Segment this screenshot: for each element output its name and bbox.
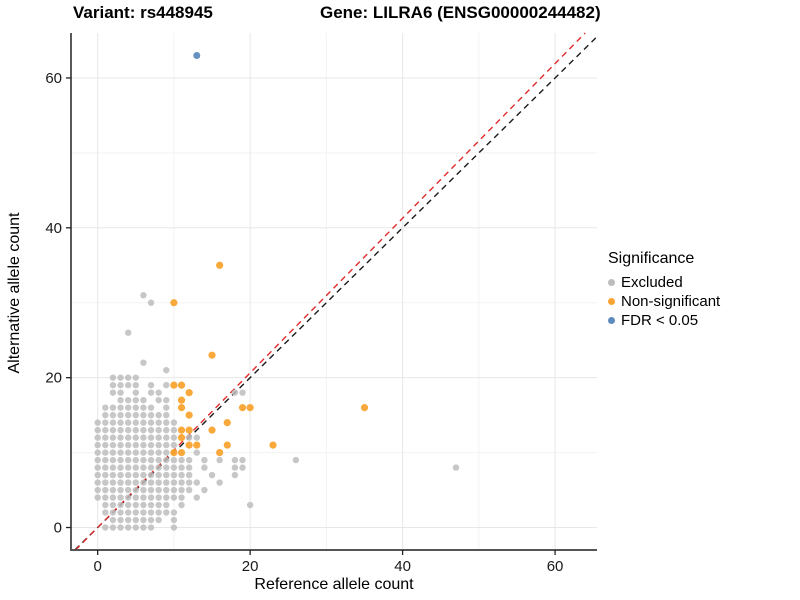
variant-title: Variant: rs448945 [73,3,213,22]
legend-item-non-significant-label: Non-significant [621,293,721,310]
legend-item-excluded: Excluded [608,273,720,292]
legend-item-non-significant: Non-significant [608,292,720,311]
legend-item-fdr-label: FDR < 0.05 [621,312,699,329]
legend-item-fdr: FDR < 0.05 [608,311,720,330]
svg-text:40: 40 [394,558,411,575]
non-significant-dot-icon [608,298,615,305]
excluded-dot-icon [608,279,615,286]
svg-text:40: 40 [45,220,62,237]
svg-text:20: 20 [45,370,62,387]
x-axis-title: Reference allele count [254,576,414,593]
svg-text:60: 60 [45,70,62,87]
legend-title: Significance [608,250,695,267]
svg-text:0: 0 [94,558,102,575]
legend: Significance Excluded Non-significant FD… [608,250,720,330]
fdr-dot-icon [608,317,615,324]
gene-title: Gene: LILRA6 (ENSG00000244482) [320,3,601,22]
y-axis-title: Alternative allele count [6,212,23,374]
svg-text:0: 0 [54,520,62,537]
svg-text:60: 60 [547,558,564,575]
legend-item-excluded-label: Excluded [621,274,683,291]
svg-text:20: 20 [242,558,259,575]
